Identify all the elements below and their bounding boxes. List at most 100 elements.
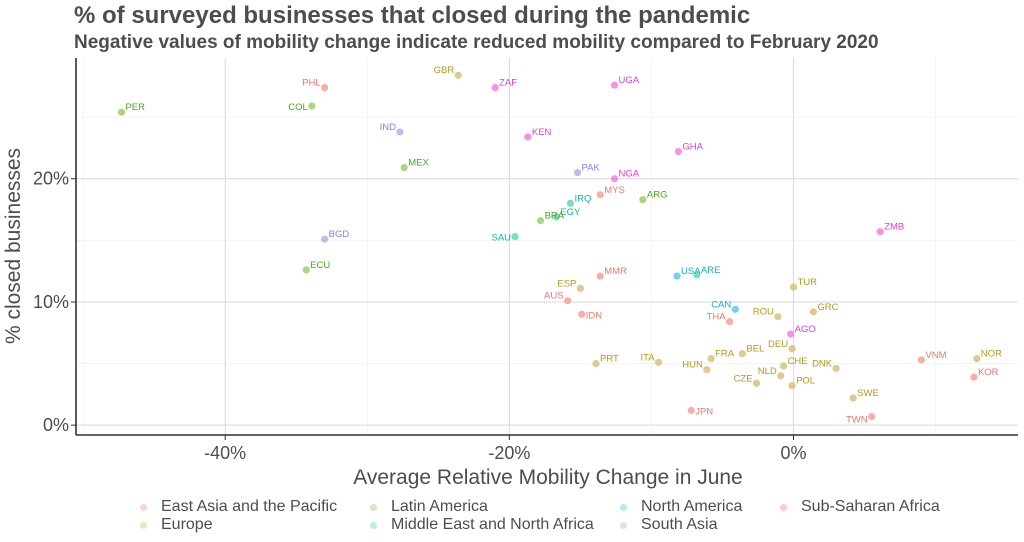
point-label-zaf: ZAF bbox=[499, 78, 517, 89]
point-pol bbox=[788, 382, 796, 390]
point-can bbox=[731, 305, 739, 313]
point-dnk bbox=[832, 364, 840, 373]
point-sau bbox=[511, 233, 519, 241]
point-gha bbox=[674, 148, 683, 156]
point-label-can: CAN bbox=[711, 299, 731, 310]
legend-swatch bbox=[620, 521, 627, 529]
point-label-nor: NOR bbox=[981, 349, 1002, 360]
point-label-mmr: MMR bbox=[604, 266, 627, 277]
point-label-bgd: BGD bbox=[329, 229, 350, 240]
point-label-cze: CZE bbox=[734, 373, 753, 384]
point-bra bbox=[537, 217, 545, 225]
point-aus bbox=[564, 297, 572, 305]
y-axis-title: % closed businesses bbox=[2, 148, 25, 344]
legend-item: North America bbox=[620, 498, 742, 516]
point-bel bbox=[738, 350, 746, 358]
point-usa bbox=[673, 272, 681, 280]
point-label-kor: KOR bbox=[978, 367, 999, 378]
point-esp bbox=[576, 284, 584, 292]
point-kor bbox=[970, 373, 978, 381]
y-tick-label: 10% bbox=[33, 292, 69, 312]
point-phl bbox=[321, 83, 329, 92]
point-ken bbox=[524, 133, 532, 141]
point-twn bbox=[868, 412, 876, 421]
point-col bbox=[308, 102, 316, 110]
x-axis-title: Average Relative Mobility Change in June bbox=[353, 466, 743, 489]
point-mys bbox=[596, 191, 604, 199]
point-irq bbox=[566, 199, 575, 207]
point-label-prt: PRT bbox=[600, 354, 619, 365]
point-label-per: PER bbox=[125, 102, 145, 113]
point-label-phl: PHL bbox=[302, 78, 320, 89]
x-tick-label: -40% bbox=[204, 443, 246, 463]
point-egy bbox=[552, 213, 560, 221]
point-idn bbox=[578, 310, 586, 318]
point-label-che: CHE bbox=[788, 356, 808, 367]
point-label-tur: TUR bbox=[798, 277, 818, 288]
point-label-are: ARE bbox=[701, 265, 721, 276]
point-label-gbr: GBR bbox=[434, 65, 455, 76]
point-label-pol: POL bbox=[796, 376, 815, 387]
chart-subtitle: Negative values of mobility change indic… bbox=[74, 32, 879, 53]
point-ita bbox=[654, 358, 663, 366]
point-label-rou: ROU bbox=[753, 307, 774, 318]
point-label-bel: BEL bbox=[746, 344, 764, 355]
legend-item: Latin America bbox=[370, 498, 488, 516]
point-label-ecu: ECU bbox=[310, 260, 330, 271]
point-per bbox=[117, 108, 126, 116]
point-label-irq: IRQ bbox=[574, 193, 591, 204]
legend-item: Sub-Saharan Africa bbox=[780, 498, 940, 516]
legend-swatch bbox=[370, 503, 377, 511]
point-label-usa: USA bbox=[681, 266, 701, 277]
point-label-arg: ARG bbox=[647, 190, 668, 201]
point-pak bbox=[573, 168, 582, 177]
point-label-zmb: ZMB bbox=[884, 222, 904, 233]
point-label-fra: FRA bbox=[715, 349, 735, 360]
grid bbox=[76, 58, 1018, 435]
point-nor bbox=[973, 355, 981, 363]
legend: East Asia and the Pacific Europe Latin Ame… bbox=[140, 498, 1020, 538]
point-bgd bbox=[321, 235, 329, 243]
point-label-twn: TWN bbox=[846, 415, 868, 426]
point-label-jpn: JPN bbox=[695, 406, 713, 417]
point-mex bbox=[400, 164, 408, 172]
point-rou bbox=[774, 313, 782, 321]
legend-swatch bbox=[780, 503, 787, 511]
legend-item: South Asia bbox=[620, 516, 718, 534]
legend-label: East Asia and the Pacific bbox=[161, 498, 338, 515]
legend-label: Middle East and North Africa bbox=[391, 516, 594, 533]
scatter-plot: -40% -20% 0% 0% 10% 20% PER PHL COL GBR ZAF UGA IND… bbox=[2, 58, 1018, 489]
point-label-deu: DEU bbox=[768, 339, 788, 350]
point-prt bbox=[592, 359, 600, 368]
point-label-mex: MEX bbox=[408, 158, 429, 169]
point-fra bbox=[707, 355, 715, 363]
point-tur bbox=[789, 283, 798, 291]
point-label-aus: AUS bbox=[544, 291, 564, 302]
point-label-ago: AGO bbox=[795, 324, 816, 335]
point-are bbox=[693, 271, 701, 279]
data-points bbox=[117, 71, 981, 421]
legend-label: South Asia bbox=[641, 516, 718, 533]
legend-swatch bbox=[370, 521, 377, 529]
point-label-ind: IND bbox=[380, 122, 397, 133]
legend-item: Middle East and North Africa bbox=[370, 516, 594, 534]
point-ago bbox=[787, 330, 795, 338]
point-label-egy: EGY bbox=[560, 207, 581, 218]
legend-swatch bbox=[140, 521, 147, 529]
legend-swatch bbox=[620, 503, 627, 511]
point-label-esp: ESP bbox=[557, 278, 576, 289]
point-label-uga: UGA bbox=[618, 75, 639, 86]
point-label-idn: IDN bbox=[586, 310, 603, 321]
legend-item: Europe bbox=[140, 516, 213, 534]
point-label-hun: HUN bbox=[682, 360, 703, 371]
point-uga bbox=[610, 81, 619, 89]
point-mmr bbox=[596, 272, 604, 280]
legend-label: Latin America bbox=[391, 498, 488, 515]
y-tick-label: 20% bbox=[33, 169, 69, 189]
point-zaf bbox=[491, 83, 499, 92]
point-label-bra: BRA bbox=[545, 211, 565, 222]
point-nld bbox=[777, 372, 785, 380]
point-hun bbox=[703, 366, 711, 374]
point-label-dnk: DNK bbox=[812, 358, 833, 369]
point-nga bbox=[610, 175, 619, 183]
